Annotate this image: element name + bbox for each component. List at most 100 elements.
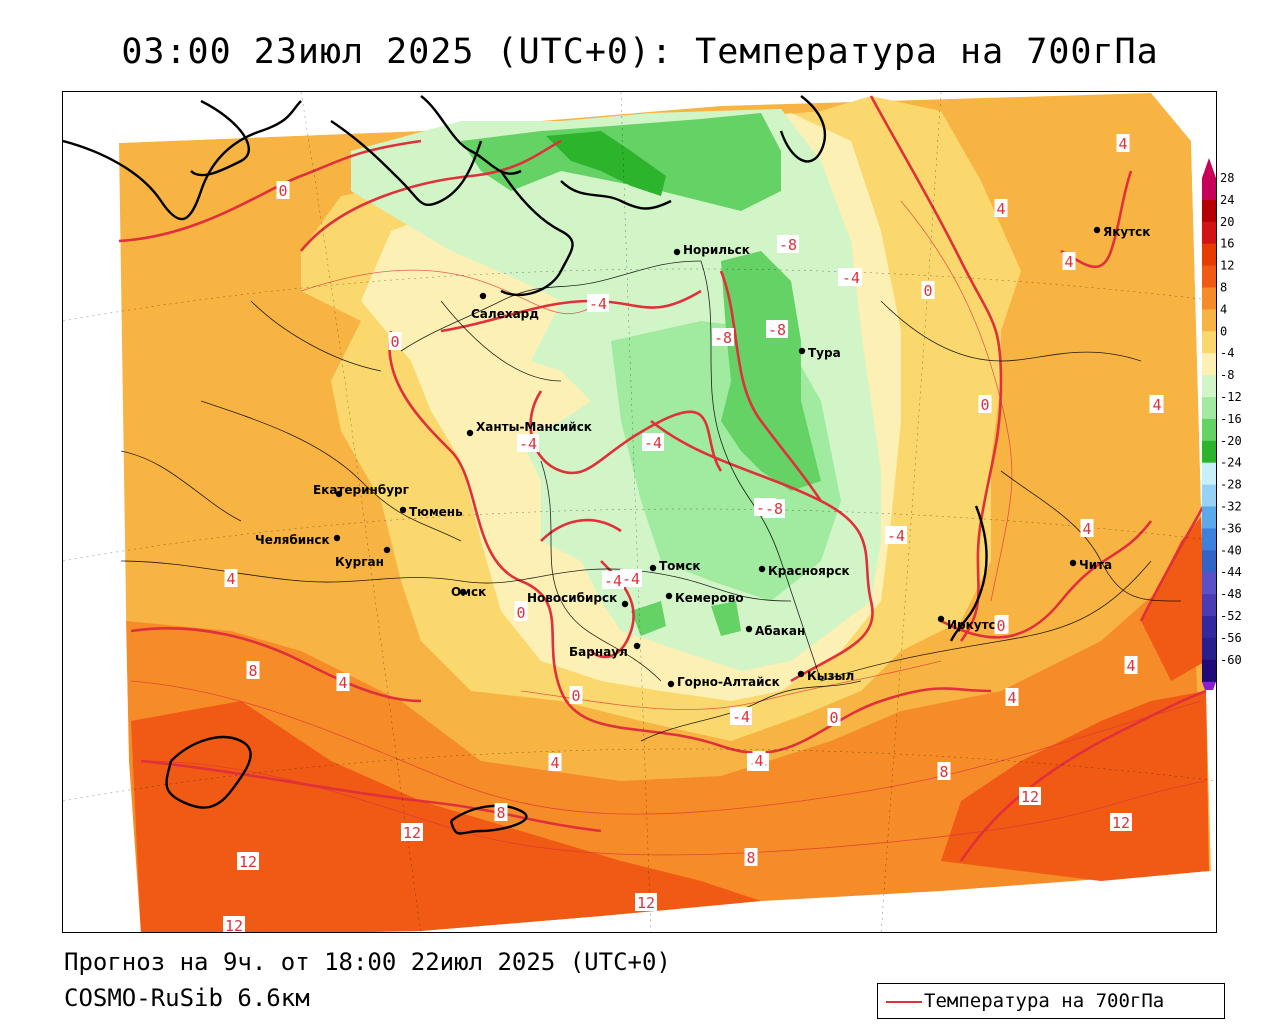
isotherm-label-bg xyxy=(752,751,766,769)
map-canvas: Норильск Салехард Тура Якутск Ханты-Мансийск… xyxy=(63,92,1216,932)
model-name: COSMO-RuSib 6.6км xyxy=(64,984,310,1012)
city-label: Тура xyxy=(808,346,841,360)
isotherm-label-bg xyxy=(548,753,562,771)
isotherm-label-bg xyxy=(978,395,992,413)
city-label: Тюмень xyxy=(409,505,463,519)
city-label: Челябинск xyxy=(255,533,330,547)
colorbar-swatch xyxy=(1202,550,1216,573)
city-label: Барнаул xyxy=(569,645,628,659)
isotherm-label: 8 xyxy=(496,804,505,822)
colorbar-swatch xyxy=(1202,375,1216,398)
isotherm-label: 4 xyxy=(754,752,763,770)
isotherm-label: 8 xyxy=(248,662,257,680)
city-marker xyxy=(399,506,407,514)
isotherm-label-bg xyxy=(494,803,508,821)
city-markers: Норильск Салехард Тура Якутск Ханты-Мансийск… xyxy=(255,225,1150,689)
city-marker xyxy=(335,490,343,498)
colorbar-tick-label: -4 xyxy=(1220,346,1234,360)
isotherm-label: -4 xyxy=(732,708,750,726)
isotherm-label: -4 xyxy=(887,527,905,545)
isotherm-label-bg xyxy=(744,848,758,866)
city-label: Екатеринбург xyxy=(313,483,409,497)
isotherm-label-bg xyxy=(885,526,907,544)
colorbar-swatch xyxy=(1202,199,1216,223)
colorbar-swatch xyxy=(1202,572,1216,595)
isotherm-label-bg xyxy=(224,569,238,587)
colorbar-tick-label: -12 xyxy=(1220,390,1242,404)
colorbar-labels: 28 24 20 16 12 8 4 0 -4 -8 -12 -16 -20 -24 -28 -32 -36 -4… xyxy=(1220,171,1242,667)
colorbar-tick-label: 16 xyxy=(1220,237,1234,251)
isotherm-label: 4 xyxy=(1126,657,1135,675)
isotherm-label-bg xyxy=(276,181,290,199)
city-marker xyxy=(479,292,487,300)
isotherm-label: 0 xyxy=(980,396,989,414)
colorbar-top-arrow xyxy=(1202,158,1216,178)
isotherm-label: -8 xyxy=(779,236,797,254)
colorbar-swatch xyxy=(1202,659,1216,683)
isotherm-label: 12 xyxy=(239,853,257,871)
colorbar-swatch xyxy=(1202,221,1216,245)
city-label: Салехард xyxy=(471,307,539,321)
colorbar-swatch xyxy=(1202,637,1216,661)
field-neg16-north xyxy=(546,131,666,196)
colorbar-tick-label: 12 xyxy=(1220,259,1234,273)
isotherm-label-bg xyxy=(730,707,752,725)
isotherm-label: 4 xyxy=(1152,396,1161,414)
field-12-east2 xyxy=(1141,511,1206,681)
map-title: 03:00 23июл 2025 (UTC+0): Температура на… xyxy=(121,32,1159,72)
isotherm-label-bg xyxy=(1019,787,1041,805)
colorbar-swatch xyxy=(1202,440,1216,464)
isotherm-label: 0 xyxy=(516,604,525,622)
city-marker xyxy=(649,564,657,572)
city-label: Якутск xyxy=(1103,225,1150,239)
city-label: Красноярск xyxy=(768,564,850,578)
isotherm-label-bg xyxy=(388,332,402,350)
isotherm-label-bg xyxy=(635,893,657,911)
field-12-east xyxy=(941,691,1209,881)
isotherm-label: -4 xyxy=(842,269,860,287)
isotherm-label-bg xyxy=(1116,134,1130,152)
field-12-west xyxy=(131,701,761,932)
colorbar-swatch xyxy=(1202,397,1216,420)
legend-line-swatch xyxy=(886,1001,922,1003)
city-label: Томск xyxy=(659,559,701,573)
isotherm-label-bg xyxy=(237,852,259,870)
colorbar: 28 24 20 16 12 8 4 0 -4 -8 -12 -16 -20 -24 -28 -32 -36 -4… xyxy=(1200,158,1270,702)
colorbar-tick-label: -60 xyxy=(1220,653,1242,667)
isotherm-label-bg xyxy=(620,569,642,587)
temperature-map: Норильск Салехард Тура Якутск Ханты-Мансийск… xyxy=(62,91,1217,933)
colorbar-tick-label: -32 xyxy=(1220,500,1242,514)
isotherm-label: 0 xyxy=(996,617,1005,635)
isotherm-label-bg xyxy=(840,268,862,286)
isotherm-label: 8 xyxy=(746,849,755,867)
colorbar-tick-label: -48 xyxy=(1220,587,1242,601)
isotherm-label: 0 xyxy=(829,709,838,727)
city-marker xyxy=(798,347,806,355)
colorbar-swatch xyxy=(1202,287,1216,310)
colorbar-tick-label: -24 xyxy=(1220,456,1242,470)
city-label: Новосибирск xyxy=(527,591,617,605)
city-label: Норильск xyxy=(683,243,750,257)
isotherm-label-bg xyxy=(517,434,539,452)
colorbar-bottom-arrow xyxy=(1202,681,1216,702)
colorbar-swatch xyxy=(1202,594,1216,617)
isotherm-label-bg xyxy=(642,433,664,451)
isotherm-label: 4 xyxy=(1082,520,1091,538)
isotherm-label-bg xyxy=(937,762,951,780)
isotherm-label-bg xyxy=(602,571,624,589)
city-marker xyxy=(665,592,673,600)
isotherm-label-bg xyxy=(777,235,799,253)
isotherm-labels: 44400-4-8-8-8-4-4-4-40-8-404-4-804440488… xyxy=(223,134,1164,932)
isotherm-label: 4 xyxy=(338,674,347,692)
colorbar-swatch xyxy=(1202,462,1216,486)
isotherm-label-bg xyxy=(336,673,350,691)
isotherm-label-bg xyxy=(921,281,935,299)
forecast-info: Прогноз на 9ч. от 18:00 22июл 2025 (UTC+… xyxy=(64,948,671,976)
legend-label: Температура на 700гПа xyxy=(924,990,1165,1012)
city-label: Кемерово xyxy=(675,591,744,605)
legend: Температура на 700гПа xyxy=(877,983,1225,1019)
isotherm-label-bg xyxy=(763,499,785,517)
city-label: Горно-Алтайск xyxy=(677,675,780,689)
isotherm-label: -8 xyxy=(714,329,732,347)
city-marker xyxy=(1093,226,1101,234)
